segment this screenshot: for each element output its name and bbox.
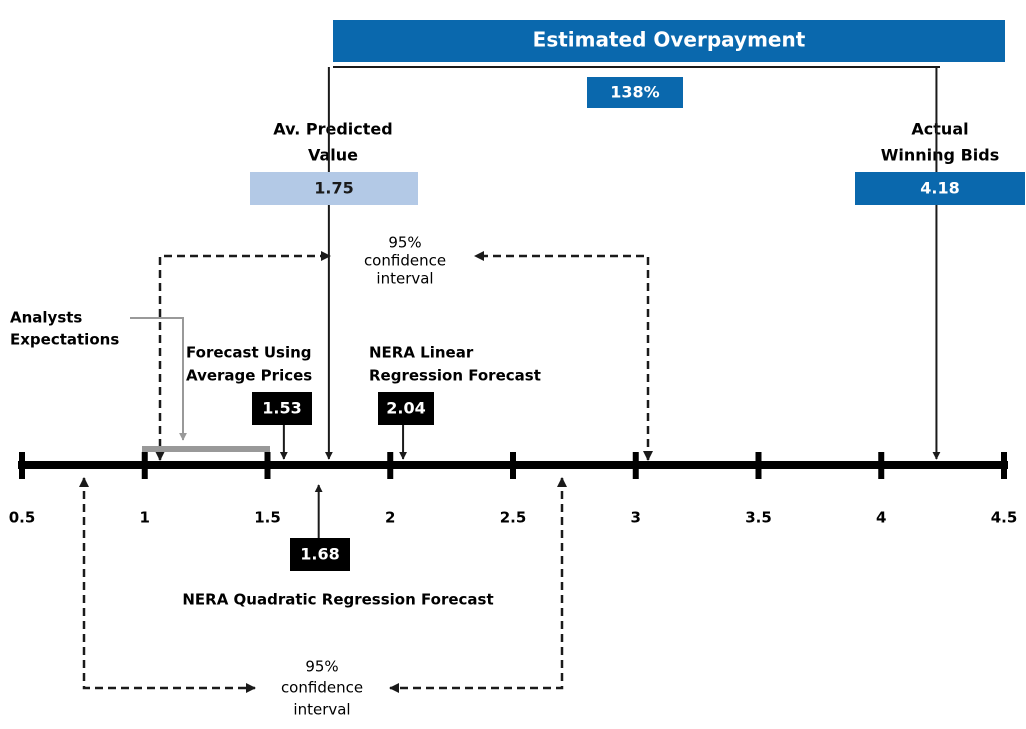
value-label: 2.04 — [386, 399, 425, 418]
interval-label: confidence — [364, 252, 446, 270]
lower-interval — [79, 477, 567, 693]
linear-label: NERA Linear — [369, 344, 474, 362]
value-label: 1.68 — [300, 545, 339, 564]
actual-label: Actual — [911, 120, 968, 139]
value-box — [252, 392, 312, 425]
value-box — [855, 172, 1025, 205]
axis-tick-label: 0.5 — [9, 509, 36, 527]
interval-label: confidence — [281, 679, 363, 697]
average-label: Average Prices — [186, 367, 312, 385]
value-box — [290, 538, 350, 571]
overpayment-box — [587, 77, 683, 108]
predicted-label: Value — [308, 146, 358, 165]
analysts-pointer — [130, 317, 187, 441]
predicted-label: Av. Predicted — [273, 120, 392, 139]
axis-tick-label: 4 — [876, 509, 886, 527]
axis-tick-label: 4.5 — [991, 509, 1018, 527]
overpayment: 138% — [610, 83, 659, 102]
axis-tick-label: 2.5 — [500, 509, 527, 527]
value-box — [378, 392, 434, 425]
title-box — [333, 20, 1005, 62]
linear-label: Regression Forecast — [369, 367, 541, 385]
interval-label: 95% — [305, 658, 338, 676]
interval-label: interval — [376, 270, 433, 288]
axis-tick-label: 1.5 — [254, 509, 281, 527]
average-label: Forecast Using — [186, 344, 312, 362]
analysts-label: Analysts — [10, 309, 82, 327]
axis-tick-label: 3 — [631, 509, 641, 527]
actual-label: Winning Bids — [881, 146, 999, 165]
upper-interval — [155, 251, 653, 461]
axis-tick-label: 2 — [385, 509, 395, 527]
value-label: 1.53 — [262, 399, 301, 418]
interval-label: 95% — [388, 234, 421, 252]
axis-tick-label: 1 — [140, 509, 150, 527]
analysts-label: Expectations — [10, 331, 119, 349]
title: Estimated Overpayment — [533, 28, 806, 52]
value-label: 1.75 — [314, 179, 353, 198]
axis-tick-label: 3.5 — [745, 509, 772, 527]
interval-label: interval — [293, 701, 350, 719]
value-box — [250, 172, 418, 205]
value-label: 4.18 — [920, 179, 959, 198]
quadratic-label: NERA Quadratic Regression Forecast — [182, 591, 493, 609]
